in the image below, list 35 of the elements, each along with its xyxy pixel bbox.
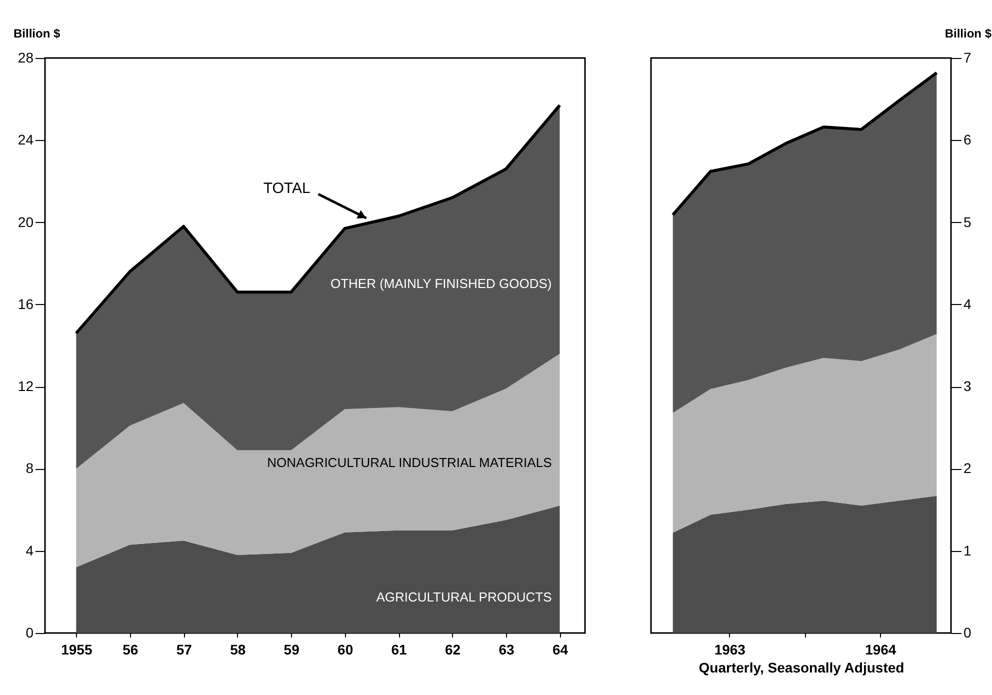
y-tick-label: 2 bbox=[964, 460, 972, 476]
y-axis-title: Billion $ bbox=[944, 26, 992, 40]
y-tick-label: 3 bbox=[964, 378, 972, 394]
y-tick-label: 4 bbox=[26, 542, 34, 558]
x-tick-label: 58 bbox=[230, 642, 246, 658]
x-tick-label: 1963 bbox=[714, 642, 746, 658]
y-tick-label: 24 bbox=[18, 132, 34, 148]
x-tick-label: 1955 bbox=[61, 642, 92, 658]
y-tick-label: 4 bbox=[964, 296, 972, 312]
y-tick-label: 12 bbox=[18, 378, 34, 394]
x-tick-label: 56 bbox=[122, 642, 138, 658]
x-tick-label: 64 bbox=[552, 642, 568, 658]
y-tick-label: 8 bbox=[26, 460, 34, 476]
series-label: AGRICULTURAL PRODUCTS bbox=[376, 589, 552, 604]
series-label: OTHER (MAINLY FINISHED GOODS) bbox=[330, 276, 552, 292]
x-tick-label: 1964 bbox=[865, 642, 896, 658]
y-tick-label: 5 bbox=[964, 214, 972, 230]
y-tick-label: 0 bbox=[964, 624, 972, 640]
y-tick-label: 0 bbox=[26, 624, 34, 640]
annotation: TOTAL bbox=[263, 180, 310, 198]
y-tick-label: 20 bbox=[18, 214, 34, 230]
x-tick-label: 61 bbox=[391, 642, 408, 658]
y-tick-label: 16 bbox=[18, 296, 34, 312]
y-tick-label: 7 bbox=[964, 50, 972, 66]
y-tick-label: 1 bbox=[964, 542, 972, 558]
x-tick-label: 62 bbox=[444, 642, 461, 658]
y-tick-label: 6 bbox=[964, 132, 972, 148]
x-tick-label: 60 bbox=[338, 642, 354, 658]
x-tick-label: 63 bbox=[498, 642, 515, 658]
x-tick-label: 59 bbox=[284, 642, 300, 658]
series-label: NONAGRICULTURAL INDUSTRIAL MATERIALS bbox=[267, 455, 552, 470]
x-tick-label: 57 bbox=[176, 642, 192, 658]
x-axis-title: Quarterly, Seasonally Adjusted bbox=[698, 660, 904, 676]
y-axis-title: Billion $ bbox=[14, 26, 60, 40]
y-tick-label: 28 bbox=[18, 50, 34, 66]
